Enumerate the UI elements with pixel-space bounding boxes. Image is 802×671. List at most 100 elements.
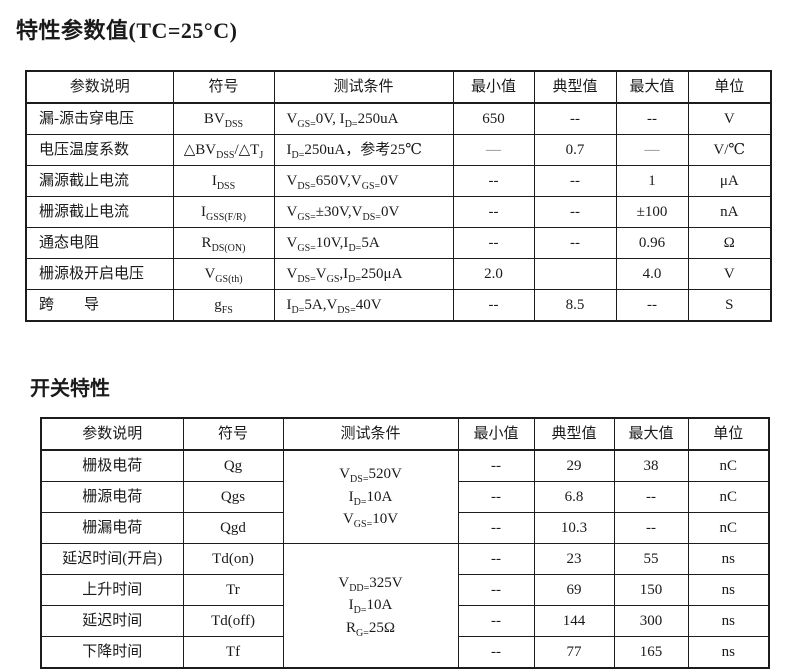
symbol: RDS(ON) [172,227,275,259]
column-header-test-condition: 测试条件 [273,70,454,104]
column-header-unit: 单位 [687,417,770,451]
test-condition: VGS=10V,ID=5A [273,227,454,259]
cell-text: V [204,265,216,282]
cell-text: -- [570,172,580,189]
subscript-text: GS= [297,118,316,130]
cell-text: 0V [380,203,400,220]
subscript-text: J [259,149,264,161]
typ-value: 0.7 [533,134,617,166]
cell-text: 延迟时间(开启) [62,550,163,567]
symbol: △BVDSS/△TJ [172,134,275,166]
cell-text: -- [491,488,501,505]
subscript-text: D= [348,242,362,254]
min-value: -- [457,449,535,482]
cell-text: 栅源极开启电压 [39,265,145,282]
table-row: 栅极电荷 Qg VDS=520V ID=10A VGS=10V -- 29 38 nC [40,449,770,544]
subscript-text: D= [353,496,367,508]
subscript-text: DD= [349,582,370,594]
param-name: 电压温度系数 [25,134,174,166]
cell-text: 通态电阻 [39,234,100,251]
cell-text: V [338,574,350,591]
cell-text: I [286,296,292,313]
symbol: BVDSS [172,102,275,135]
cell-text: — [644,141,660,158]
cell-text: 8.5 [565,296,585,313]
min-value: -- [452,289,535,322]
cell-text: 跨 导 [39,296,100,313]
subscript-text: DS= [350,474,369,486]
param-name: 下降时间 [40,636,184,669]
cell-text: -- [491,550,501,567]
typ-value: -- [533,196,617,228]
cell-text: V [342,511,354,528]
typ-value: -- [533,227,617,259]
table-row: 漏-源击穿电压 BVDSS VGS=0V, ID=250uA 650 -- -- V [25,102,772,135]
cell-text: 2.0 [484,265,503,282]
symbol: Td(on) [182,543,284,575]
cell-text: 栅极电荷 [82,457,143,474]
switching-characteristics-title: 开关特性 [30,376,110,400]
cell-text: R [345,619,356,636]
cell-text: -- [646,519,656,536]
test-condition-merged: VDS=520V ID=10A VGS=10V [282,449,459,544]
cell-text: -- [491,643,501,660]
cell-text: 电压温度系数 [39,141,130,158]
typ-value [533,258,617,290]
cell-text: 1 [648,172,656,189]
table-row: 上升时间 Tr -- 69 150 ns [40,574,770,606]
cell-text: I [200,203,206,220]
cell-text: ns [721,643,735,660]
param-name: 延迟时间(开启) [40,543,184,575]
symbol: IDSS [172,165,275,197]
typ-value: 77 [533,636,615,669]
param-name: 通态电阻 [25,227,174,259]
min-value: -- [457,574,535,606]
unit: Ω [687,227,772,259]
symbol: Tf [182,636,284,669]
typ-value: -- [533,102,617,135]
column-header-param-name: 参数说明 [25,70,174,104]
cell-text: 6.8 [564,488,584,505]
min-value: -- [457,543,535,575]
subscript-text: DS= [337,304,356,316]
subscript-text: FS [221,304,233,316]
cell-text: 29 [566,457,582,474]
cell-text: 650 [482,110,505,127]
subscript-text: D= [344,118,358,130]
cell-text: μA [719,172,739,189]
cell-text: /△T [234,141,260,158]
cell-text: V [286,234,298,251]
cell-text: 250μA [361,265,403,282]
cell-text: -- [491,519,501,536]
typ-value: 8.5 [533,289,617,322]
cell-text: 4.0 [642,265,662,282]
max-value: 38 [613,449,689,482]
column-header-typ-value: 典型值 [533,70,617,104]
min-value: -- [457,605,535,637]
cell-text: 650V,V [315,172,362,189]
test-condition: VGS=±30V,VDS=0V [273,196,454,228]
subscript-text: GS= [361,180,381,192]
cell-text: S [725,296,734,313]
param-name: 栅漏电荷 [40,512,184,544]
subscript-text: D= [348,273,362,285]
min-value: -- [452,196,535,228]
max-value: ±100 [615,196,689,228]
cell-text: -- [570,110,580,127]
max-value: 1 [615,165,689,197]
subscript-text: DS= [297,273,316,285]
cell-text: 0V [380,172,399,189]
cell-text: 10V,I [315,234,349,251]
param-name: 漏源截止电流 [25,165,174,197]
table-row: 延迟时间(开启) Td(on) VDD=325V ID=10A RG=25Ω -- 23 55… [40,543,770,669]
test-condition: VDS=VGS,ID=250μA [273,258,454,290]
unit: nC [687,512,770,544]
subscript-text: D= [291,304,305,316]
cell-text: nA [720,203,739,220]
param-name: 上升时间 [40,574,184,606]
column-header-test-condition: 测试条件 [282,417,459,451]
subscript-text: G= [355,627,369,639]
max-value: -- [615,289,689,322]
subscript-text: GS= [297,211,316,223]
cell-text: 150 [639,581,663,598]
